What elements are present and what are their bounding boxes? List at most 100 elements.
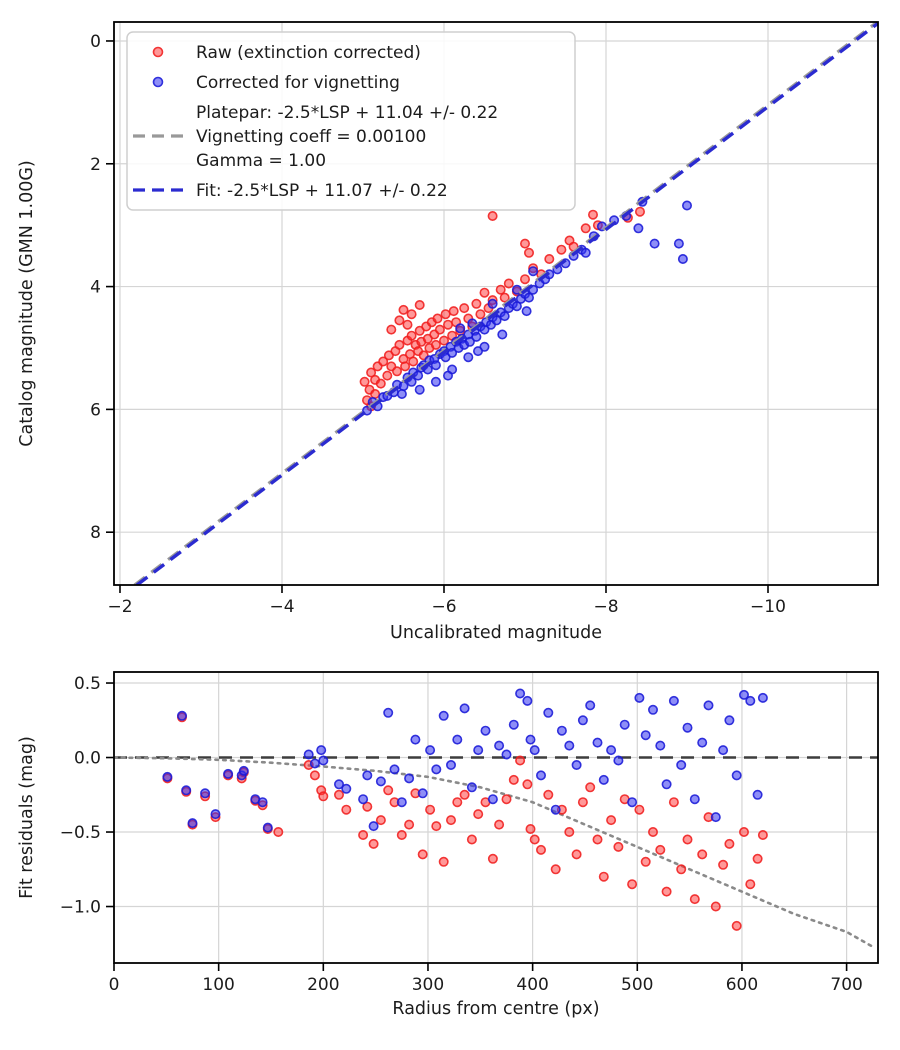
scatter-point (200, 788, 211, 799)
scatter-point (417, 849, 428, 860)
scatter-point (724, 715, 735, 726)
scatter-point (647, 826, 658, 837)
scatter-point (362, 801, 373, 812)
scatter-point (515, 755, 526, 766)
scatter-point (535, 844, 546, 855)
scatter-point (358, 829, 369, 840)
tick-label-x: 600 (726, 975, 758, 995)
scatter-point (598, 774, 609, 785)
scatter-point (577, 797, 588, 808)
scatter-point (676, 759, 687, 770)
ticks: −2 −4 −6 −8 −10 0 2 4 6 8 (90, 32, 786, 617)
scatter-point (508, 774, 519, 785)
scatter-point (430, 376, 441, 387)
scatter-point (668, 797, 679, 808)
series-layer (114, 688, 878, 949)
tick-label-x: 500 (621, 975, 653, 995)
tick-label-x: −4 (269, 597, 294, 617)
scatter-point (431, 764, 442, 775)
scatter-point (647, 704, 658, 715)
scatter-point (619, 719, 630, 730)
scatter-point (162, 771, 173, 782)
scatter-point (529, 745, 540, 756)
scatter-point (499, 311, 510, 322)
scatter-point (640, 730, 651, 741)
x-axis-label: Uncalibrated magnitude (390, 623, 602, 643)
scatter-point (318, 755, 329, 766)
scatter-point (431, 821, 442, 832)
scatter-point (697, 737, 708, 748)
scatter-point (676, 864, 687, 875)
scatter-point (425, 804, 436, 815)
scatter-point (425, 745, 436, 756)
scatter-point (452, 734, 463, 745)
scatter-point (309, 758, 320, 769)
scatter-point (396, 829, 407, 840)
scatter-point (396, 388, 407, 399)
tick-label-x: 200 (307, 975, 339, 995)
scatter-point (522, 695, 533, 706)
scatter-point (499, 292, 510, 303)
legend-label: Platepar: -2.5*LSP + 11.04 +/- 0.22 (196, 103, 498, 123)
scatter-point (724, 838, 735, 849)
gridlines (113, 672, 878, 963)
scatter-point (391, 366, 402, 377)
scatter-point (606, 745, 617, 756)
scatter-point (661, 779, 672, 790)
scatter-point (459, 303, 470, 314)
scatter-point (430, 360, 441, 371)
tick-label-y: 2 (90, 155, 101, 175)
scatter-point (410, 734, 421, 745)
scatter-point (257, 797, 268, 808)
scatter-point (718, 745, 729, 756)
scatter-point (627, 879, 638, 890)
scatter-point (634, 692, 645, 703)
scatter-point (525, 734, 536, 745)
scatter-point (402, 319, 413, 330)
scatter-point (689, 794, 700, 805)
scatter-point (585, 782, 596, 793)
tick-label-y: 0 (90, 32, 101, 52)
plot-border (113, 21, 879, 586)
scatter-point (613, 755, 624, 766)
scatter-point (383, 785, 394, 796)
legend-marker-dot (152, 46, 164, 58)
scatter-point (359, 376, 370, 387)
scatter-point (682, 834, 693, 845)
scatter-point (501, 749, 512, 760)
x-axis-label: Radius from centre (px) (392, 999, 599, 1019)
scatter-point (523, 292, 534, 303)
scatter-point (438, 335, 449, 346)
scatter-point (442, 319, 453, 330)
scatter-point (417, 788, 428, 799)
scatter-point (466, 834, 477, 845)
tick-label-x: 100 (202, 975, 234, 995)
scatter-point (375, 815, 386, 826)
scatter-point (535, 770, 546, 781)
scatter-point (438, 856, 449, 867)
scatter-point (362, 770, 373, 781)
scatter-point (414, 299, 425, 310)
scatter-point (519, 274, 530, 285)
subplot-magnitude-fit: −2 −4 −6 −8 −10 0 2 4 6 8 Uncalibrated magnitude Ca… (17, 21, 879, 643)
scatter-point (382, 370, 393, 381)
scatter-point (580, 223, 591, 234)
scatter-point (661, 886, 672, 897)
scatter-point (398, 304, 409, 315)
scatter-point (472, 346, 483, 357)
scatter-point (459, 789, 470, 800)
scatter-point (521, 306, 532, 317)
scatter-point (404, 773, 415, 784)
tick-label-y: 8 (90, 523, 101, 543)
scatter-point (592, 737, 603, 748)
scatter-point (375, 378, 386, 389)
scatter-point (480, 725, 491, 736)
tick-label-x: −6 (431, 597, 456, 617)
scatter-point (316, 745, 327, 756)
scatter-point (366, 367, 377, 378)
tick-label-x: 700 (830, 975, 862, 995)
scatter-raw (359, 206, 645, 412)
scatter-point (375, 776, 386, 787)
scatter-point (303, 749, 314, 760)
